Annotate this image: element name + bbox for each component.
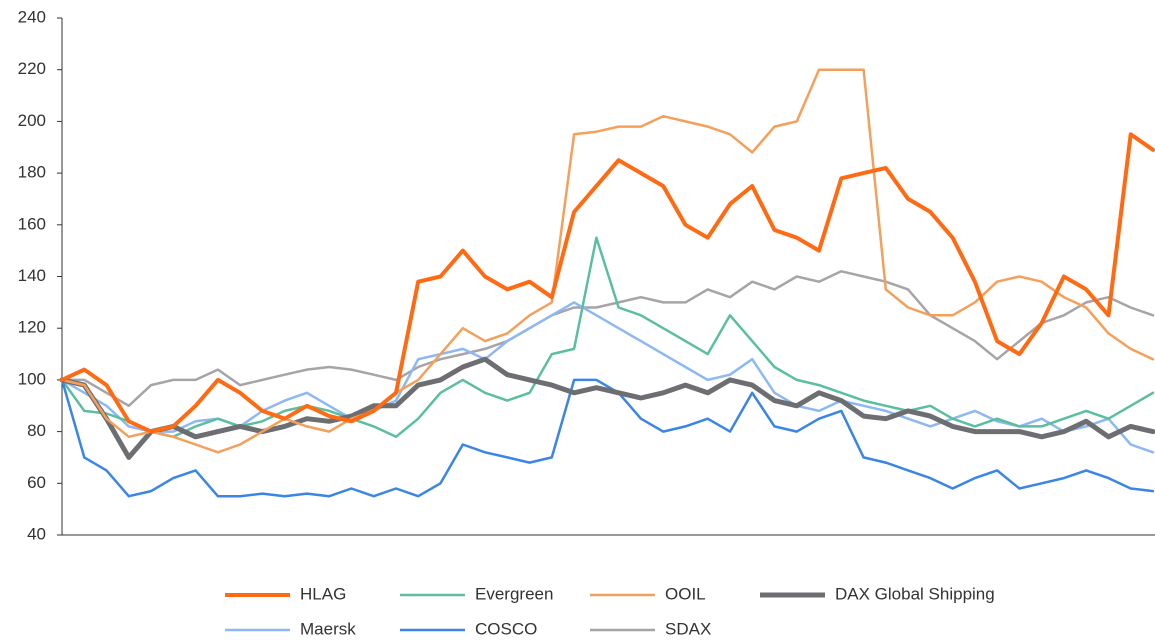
- series-line: [59, 356, 1155, 460]
- series-line: [60, 68, 1155, 454]
- y-tick-label: 220: [18, 59, 46, 78]
- series-line: [60, 301, 1155, 454]
- y-tick-label: 40: [27, 524, 46, 543]
- y-tick-label: 140: [18, 266, 46, 285]
- y-tick-label: 180: [18, 163, 46, 182]
- y-tick-label: 80: [27, 421, 46, 440]
- y-tick-label: 120: [18, 318, 46, 337]
- y-tick-label: 200: [18, 111, 46, 130]
- y-tick-label: 60: [27, 473, 46, 492]
- series-line: [60, 132, 1155, 434]
- legend-label: Evergreen: [475, 584, 553, 603]
- legend-label: COSCO: [475, 619, 537, 638]
- y-tick-label: 100: [18, 369, 46, 388]
- legend-label: OOIL: [665, 584, 706, 603]
- series-line: [60, 236, 1155, 439]
- y-tick-label: 160: [18, 214, 46, 233]
- series-line: [60, 378, 1155, 498]
- series-line: [60, 270, 1155, 408]
- legend-label: DAX Global Shipping: [835, 584, 995, 603]
- y-tick-label: 240: [18, 7, 46, 26]
- legend-label: SDAX: [665, 619, 711, 638]
- legend-label: HLAG: [300, 584, 346, 603]
- legend-label: Maersk: [300, 619, 356, 638]
